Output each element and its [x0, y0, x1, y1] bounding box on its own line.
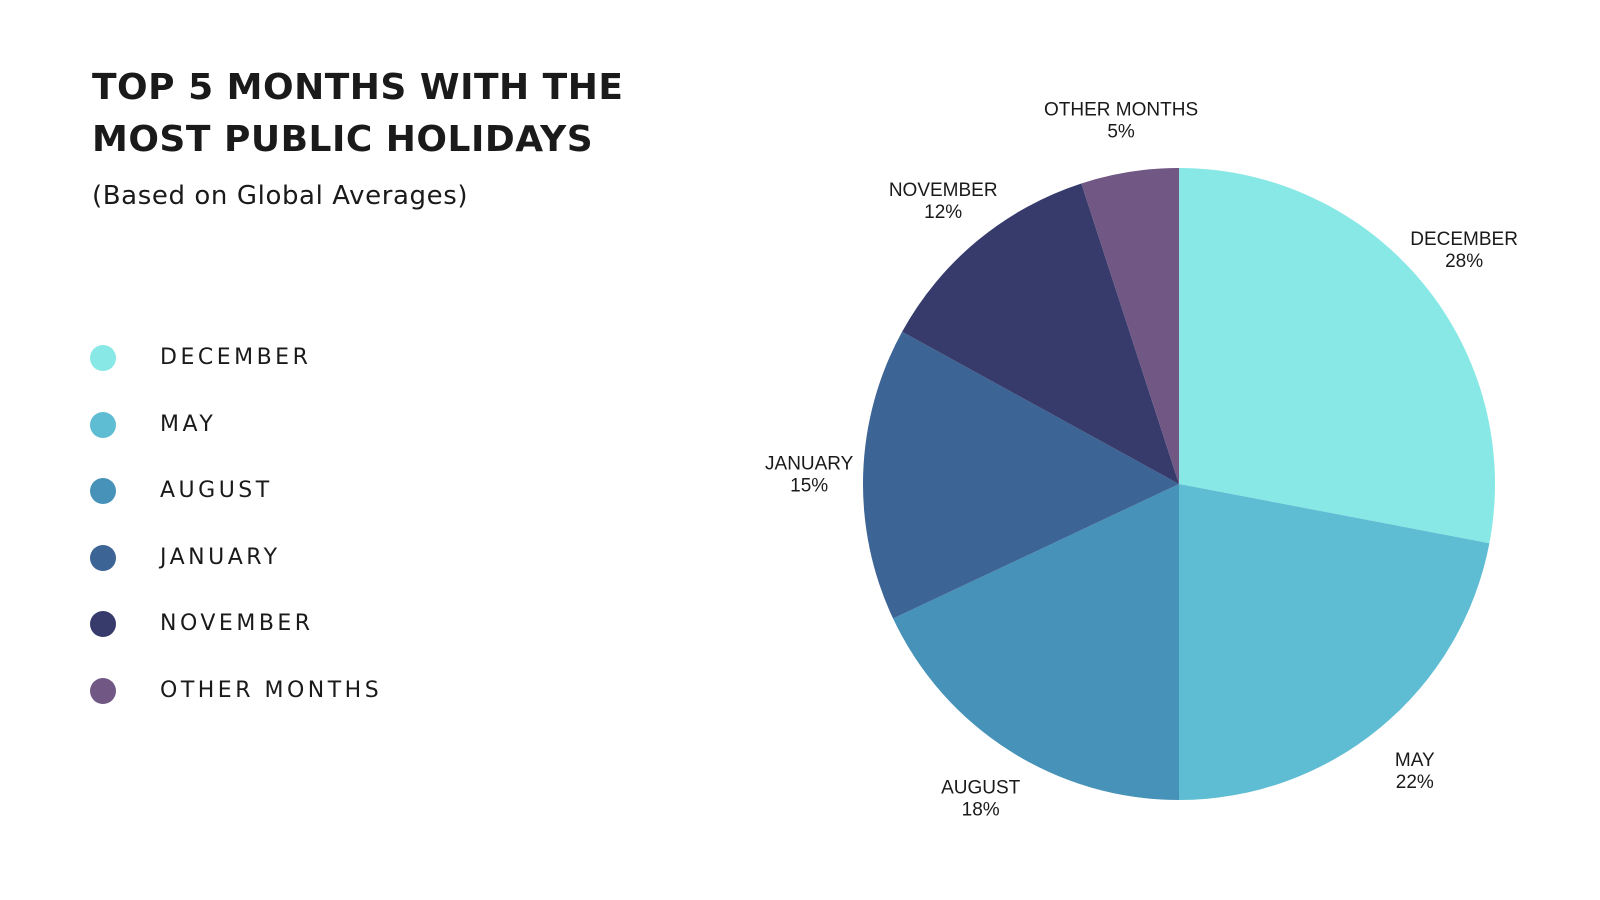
slice-label-august: AUGUST [941, 777, 1021, 798]
legend-item-december: DECEMBER [90, 344, 382, 411]
legend-label-january: JANUARY [160, 544, 281, 570]
pie-slice-december [1179, 168, 1495, 544]
pie-slice-august [893, 484, 1179, 800]
legend-swatch-december [90, 345, 116, 371]
chart-title-line-1: TOP 5 MONTHS WITH THE [92, 67, 624, 108]
legend-item-may: MAY [90, 411, 382, 478]
slice-value-august: 18% [962, 799, 1000, 820]
slice-label-other-months: OTHER MONTHS [1044, 100, 1198, 121]
legend-item-november: NOVEMBER [90, 610, 382, 677]
slice-value-other-months: 5% [1107, 122, 1135, 143]
slice-value-may: 22% [1396, 772, 1434, 793]
slice-value-december: 28% [1445, 251, 1483, 272]
slice-value-january: 15% [790, 475, 828, 496]
legend-label-august: AUGUST [160, 478, 273, 503]
legend-label-november: NOVEMBER [160, 611, 314, 636]
legend-label-december: DECEMBER [160, 345, 312, 370]
legend-swatch-january [90, 544, 116, 571]
legend-item-january: JANUARY [90, 544, 382, 611]
legend-item-august: AUGUST [90, 477, 382, 544]
pie-slice-january [862, 331, 1179, 619]
legend-swatch-may [90, 411, 116, 438]
legend-swatch-other-months [90, 677, 116, 704]
legend-swatch-november [90, 611, 116, 637]
chart-title: TOP 5 MONTHS WITH THE MOST PUBLIC HOLIDA… [92, 62, 732, 166]
legend-swatch-august [90, 478, 116, 504]
chart-subtitle: (Based on Global Averages) [92, 181, 469, 211]
slice-label-december: DECEMBER [1410, 229, 1518, 250]
legend-label-may: MAY [160, 411, 217, 437]
pie-slice-november [902, 183, 1179, 484]
chart-legend: DECEMBER MAY AUGUST JANUARY NOVEMBER OTH… [90, 344, 382, 743]
pie-slice-may [1179, 484, 1490, 800]
slice-label-january: JANUARY [765, 453, 854, 474]
slice-value-november: 12% [924, 202, 962, 223]
legend-item-other-months: OTHER MONTHS [90, 677, 382, 744]
pie-slices [862, 168, 1495, 800]
slice-label-november: NOVEMBER [889, 180, 998, 201]
slice-label-may: MAY [1395, 750, 1435, 771]
chart-title-line-2: MOST PUBLIC HOLIDAYS [92, 119, 594, 160]
pie-slice-other-months [1081, 168, 1179, 484]
legend-label-other-months: OTHER MONTHS [160, 677, 383, 703]
